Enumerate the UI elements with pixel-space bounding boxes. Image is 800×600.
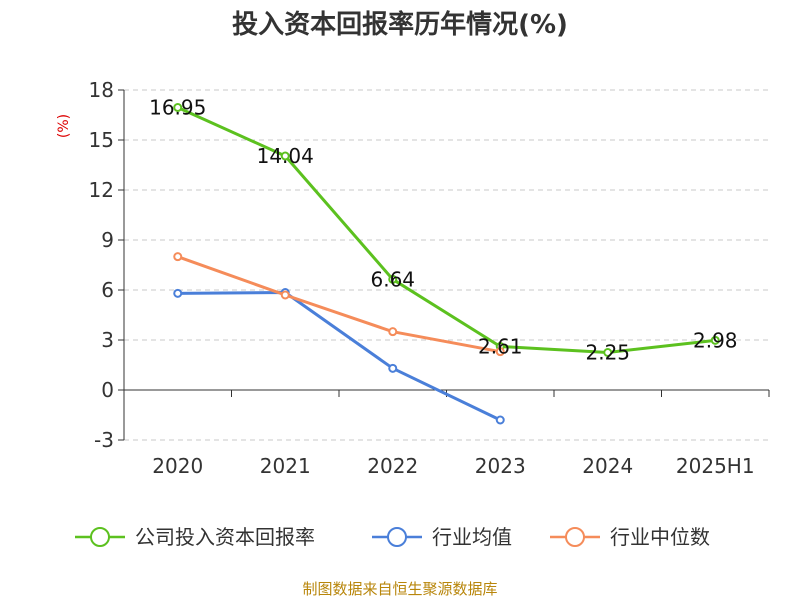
data-point-2-1 [280, 290, 290, 300]
legend: 公司投入资本回报率 行业均值 行业中位数 [75, 525, 710, 549]
y-tick-label: 15 [89, 128, 114, 152]
data-point-2-3 [495, 347, 505, 357]
x-tick-label: 2020 [152, 454, 203, 478]
chart-title: 投入资本回报率历年情况(%) [232, 9, 568, 40]
data-point-2-0 [173, 252, 183, 262]
series-line-0 [176, 106, 717, 354]
x-tick-label: 2024 [582, 454, 633, 478]
y-tick-label: -3 [94, 428, 114, 452]
x-tick-label: 2022 [367, 454, 418, 478]
grid-lines [124, 89, 769, 441]
data-label: 2.98 [693, 328, 738, 352]
y-tick-label: 18 [89, 78, 114, 102]
x-tick-label: 2021 [260, 454, 311, 478]
legend-label-1: 行业均值 [432, 525, 512, 549]
series-line-1 [176, 291, 502, 422]
series-line-2 [176, 255, 502, 354]
data-point-1-3 [495, 415, 505, 425]
y-tick-label: 0 [101, 378, 114, 402]
legend-label-2: 行业中位数 [610, 525, 710, 549]
legend-label-0: 公司投入资本回报率 [135, 525, 315, 549]
legend-marker-2 [565, 527, 585, 547]
y-tick-label: 3 [101, 328, 114, 352]
data-point-0-2 [388, 274, 398, 284]
data-label: 16.95 [149, 96, 206, 120]
y-tick-label: 6 [101, 278, 114, 302]
data-point-0-4 [603, 348, 613, 357]
data-point-0-1 [280, 151, 290, 161]
series-lines [173, 103, 720, 425]
legend-marker-1 [387, 527, 407, 547]
data-labels: 16.95 14.04 6.64 2.61 2.25 2.98 [149, 96, 737, 365]
tick-labels: 18 15 12 9 6 3 0 -3 2020 2021 2022 2023 2024 2025H1 [89, 78, 755, 478]
data-point-0-0 [173, 103, 183, 112]
y-tick-label: 12 [89, 178, 114, 202]
x-tick-label: 2023 [475, 454, 526, 478]
y-tick-label: 9 [101, 228, 114, 252]
data-label: 2.61 [478, 335, 523, 359]
data-label: 6.64 [370, 267, 415, 291]
data-point-0-5 [710, 335, 720, 345]
data-point-1-0 [173, 288, 183, 298]
x-tick-label: 2025H1 [676, 454, 755, 478]
y-axis-label: (%) [56, 114, 72, 138]
legend-marker-0 [90, 527, 110, 547]
data-label: 2.25 [585, 341, 630, 365]
data-point-2-2 [388, 327, 398, 337]
axes [118, 89, 770, 441]
data-label: 14.04 [257, 144, 314, 168]
source-note: 制图数据来自恒生聚源数据库 [302, 580, 497, 598]
data-point-1-2 [388, 363, 398, 373]
